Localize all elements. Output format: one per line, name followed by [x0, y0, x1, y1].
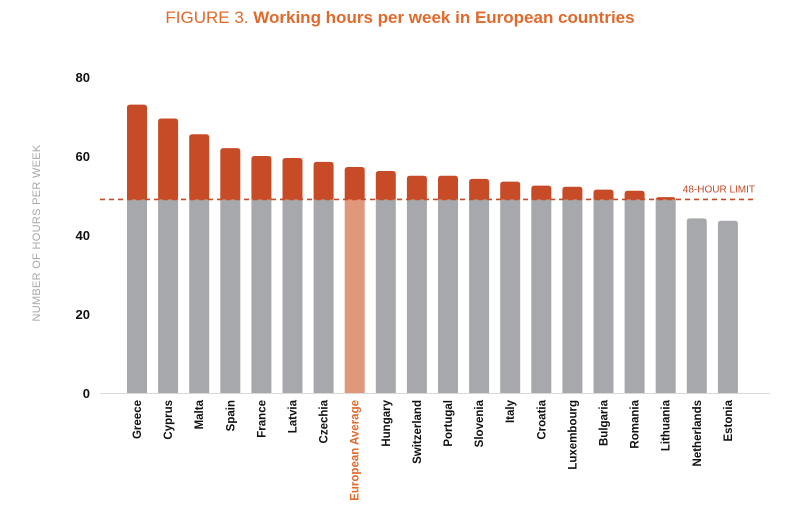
bar-base-segment	[655, 199, 676, 393]
x-tick-label: Portugal	[443, 400, 455, 447]
bar-base-segment	[500, 199, 521, 393]
x-tick-label: France	[256, 400, 268, 438]
bar-base-segment	[313, 199, 334, 393]
bar-base-segment	[562, 199, 583, 393]
bar-netherlands	[686, 218, 707, 393]
x-tick-label: European Average	[350, 400, 362, 501]
bar-excess-segment	[127, 104, 147, 200]
bar-latvia	[282, 157, 303, 393]
bar-lithuania	[655, 197, 676, 393]
figure-label: FIGURE 3.	[165, 8, 249, 27]
x-tick-label: Netherlands	[692, 400, 704, 466]
reference-line-label: 48-HOUR LIMIT	[683, 184, 755, 195]
bar-base-segment	[375, 199, 396, 393]
bar-base-segment	[406, 199, 427, 393]
bar-excess-segment	[344, 167, 365, 200]
bar-base-segment	[686, 218, 707, 393]
x-tick-label: Hungary	[381, 399, 393, 446]
x-tick-label: Malta	[194, 399, 206, 429]
x-tick-label: Croatia	[536, 399, 548, 439]
bar-croatia	[531, 185, 552, 393]
bar-excess-segment	[500, 181, 521, 200]
bar-base-segment	[344, 199, 365, 393]
y-tick-label: 40	[76, 228, 90, 243]
y-tick-label: 0	[83, 386, 90, 401]
bar-excess-segment	[406, 175, 427, 200]
bar-excess-segment	[593, 189, 614, 200]
bar-bulgaria	[593, 189, 614, 393]
bar-base-segment	[593, 199, 614, 393]
bar-excess-segment	[158, 118, 179, 200]
bar-portugal	[438, 175, 458, 393]
bar-excess-segment	[624, 190, 645, 200]
x-tick-label: Romania	[630, 399, 642, 448]
bar-excess-segment	[220, 148, 241, 200]
bar-base-segment	[531, 199, 552, 393]
bar-cyprus	[158, 118, 179, 393]
bar-base-segment	[469, 199, 490, 393]
chart-title-text: Working hours per week in European count…	[253, 8, 635, 27]
y-tick-label: 20	[76, 307, 90, 322]
x-tick-label: Spain	[225, 400, 237, 431]
bar-base-segment	[251, 199, 272, 393]
x-tick-label: Bulgaria	[599, 399, 611, 446]
bar-slovenia	[469, 178, 490, 393]
chart-title: FIGURE 3. Working hours per week in Euro…	[0, 8, 800, 28]
x-tick-label: Luxembourg	[567, 400, 579, 470]
bar-base-segment	[438, 199, 458, 393]
bar-luxembourg	[562, 186, 583, 393]
bar-base-segment	[624, 199, 645, 393]
bar-italy	[500, 181, 521, 393]
bar-excess-segment	[313, 161, 334, 200]
bar-base-segment	[717, 220, 738, 393]
bars	[127, 104, 738, 393]
y-tick-label: 80	[76, 70, 90, 85]
bar-base-segment	[282, 199, 303, 393]
y-axis: 0 20 40 60 80	[76, 70, 770, 401]
bar-excess-segment	[375, 171, 396, 200]
bar-excess-segment	[469, 178, 490, 200]
y-axis-label: NUMBER OF HOURS PER WEEK	[31, 144, 43, 321]
x-tick-label: Italy	[505, 399, 517, 423]
bar-base-segment	[189, 199, 210, 393]
x-tick-label: Switzerland	[412, 400, 424, 464]
bar-malta	[189, 134, 210, 393]
bar-czechia	[313, 161, 334, 393]
x-tick-label: Greece	[132, 400, 144, 439]
bar-excess-segment	[438, 175, 458, 200]
x-tick-label: Cyprus	[163, 400, 175, 440]
bar-base-segment	[220, 199, 241, 393]
x-tick-label: Czechia	[319, 399, 331, 443]
reference-line-group: 48-HOUR LIMIT	[100, 184, 755, 201]
bar-romania	[624, 190, 645, 393]
x-tick-label: Latvia	[288, 399, 300, 433]
bar-estonia	[717, 220, 738, 393]
bar-france	[251, 156, 272, 393]
x-tick-label: Slovenia	[474, 399, 486, 447]
bar-excess-segment	[531, 185, 552, 200]
bar-european-average	[344, 167, 365, 393]
x-tick-label: Estonia	[723, 399, 735, 441]
bar-greece	[127, 104, 147, 393]
bar-spain	[220, 148, 241, 393]
bar-excess-segment	[562, 186, 583, 200]
x-axis-labels: Greece Cyprus Malta Spain France Latvia Czechi…	[132, 399, 735, 500]
bar-base-segment	[158, 199, 179, 393]
bar-excess-segment	[189, 134, 210, 200]
y-tick-label: 60	[76, 149, 90, 164]
bar-hungary	[375, 171, 396, 393]
bar-switzerland	[406, 175, 427, 393]
bar-excess-segment	[251, 156, 272, 200]
x-tick-label: Lithuania	[661, 399, 673, 451]
bar-base-segment	[127, 199, 147, 393]
bar-excess-segment	[282, 157, 303, 200]
